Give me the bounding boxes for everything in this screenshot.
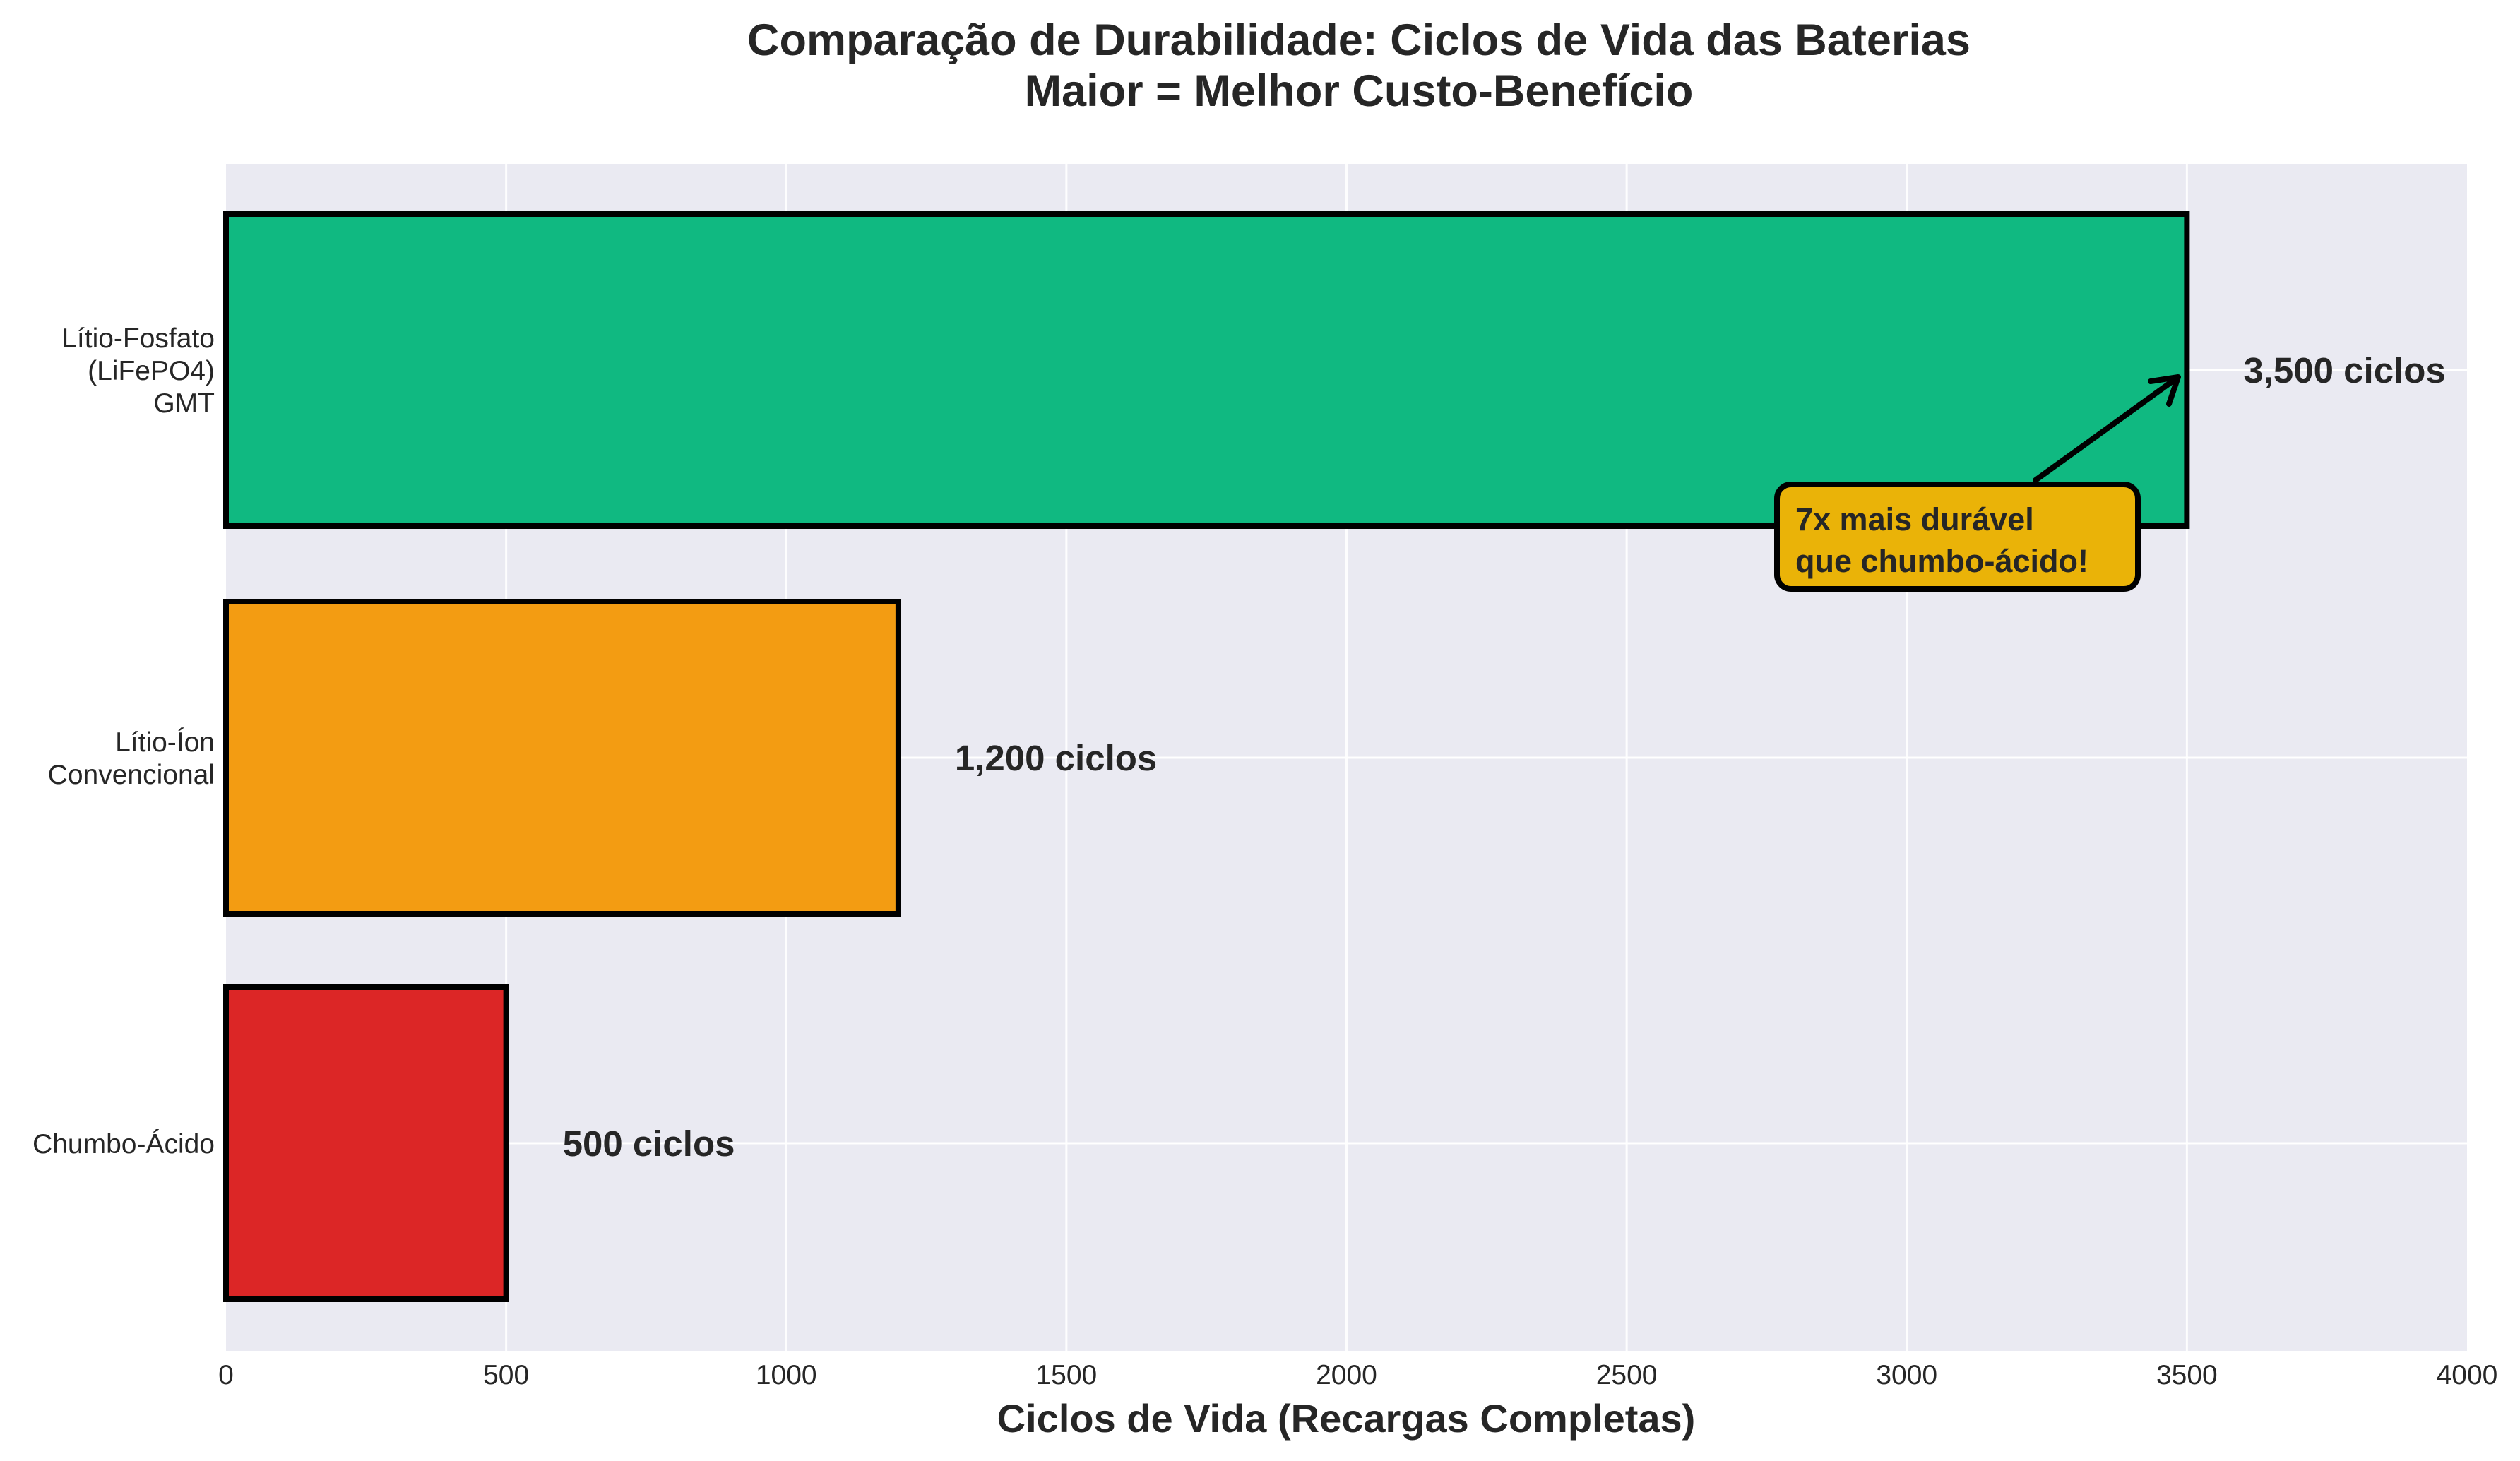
- x-tick-label: 1500: [1035, 1360, 1097, 1390]
- bar: [223, 211, 2190, 529]
- bar: [223, 984, 509, 1302]
- annotation-line-1: 7x mais durável: [1795, 501, 2034, 537]
- annotation-arrow-line: [2033, 376, 2178, 483]
- x-tick-label: 3500: [2156, 1360, 2218, 1390]
- bar-value-label: 3,500 ciclos: [2243, 350, 2445, 390]
- annotation-box: [1774, 482, 2141, 592]
- value-labels: 3,500 ciclos 1,200 ciclos 500 ciclos: [563, 350, 2446, 1164]
- x-tick-label: 1000: [756, 1360, 817, 1390]
- y-tick-label: Chumbo-Ácido: [32, 1129, 215, 1159]
- annotation-line-2: que chumbo-ácido!: [1795, 543, 2088, 579]
- annotation: 7x mais durável que chumbo-ácido!: [1774, 374, 2181, 592]
- y-tick-labels: Lítio-Fosfato(LiFePO4)GMT Lítio-ÍonConven…: [32, 323, 215, 1159]
- bar: [223, 599, 901, 917]
- x-tick-label: 500: [483, 1360, 529, 1390]
- arrow-head-icon: [2148, 374, 2181, 407]
- x-tick-label: 0: [218, 1360, 234, 1390]
- x-axis-label: Ciclos de Vida (Recargas Completas): [997, 1396, 1696, 1441]
- bar-value-label: 500 ciclos: [563, 1123, 735, 1164]
- x-tick-label: 4000: [2437, 1360, 2498, 1390]
- y-tick-label: Lítio-Fosfato: [61, 323, 215, 354]
- bars: [223, 211, 2190, 1302]
- y-tick-label: Lítio-Íon: [115, 727, 215, 758]
- chart-subtitle: Maior = Melhor Custo-Benefício: [1025, 66, 1694, 116]
- x-tick-label: 3000: [1876, 1360, 1937, 1390]
- y-tick-label: Convencional: [48, 760, 215, 790]
- y-tick-label: GMT: [153, 388, 215, 419]
- bar-value-label: 1,200 ciclos: [955, 738, 1157, 778]
- chart-title: Comparação de Durabilidade: Ciclos de Vi…: [747, 16, 1971, 65]
- x-tick-label: 2000: [1316, 1360, 1377, 1390]
- y-tick-label: (LiFePO4): [88, 356, 215, 386]
- x-tick-label: 2500: [1596, 1360, 1658, 1390]
- x-tick-labels: 0 500 1000 1500 2000 2500 3000 3500 4000: [218, 1360, 2497, 1390]
